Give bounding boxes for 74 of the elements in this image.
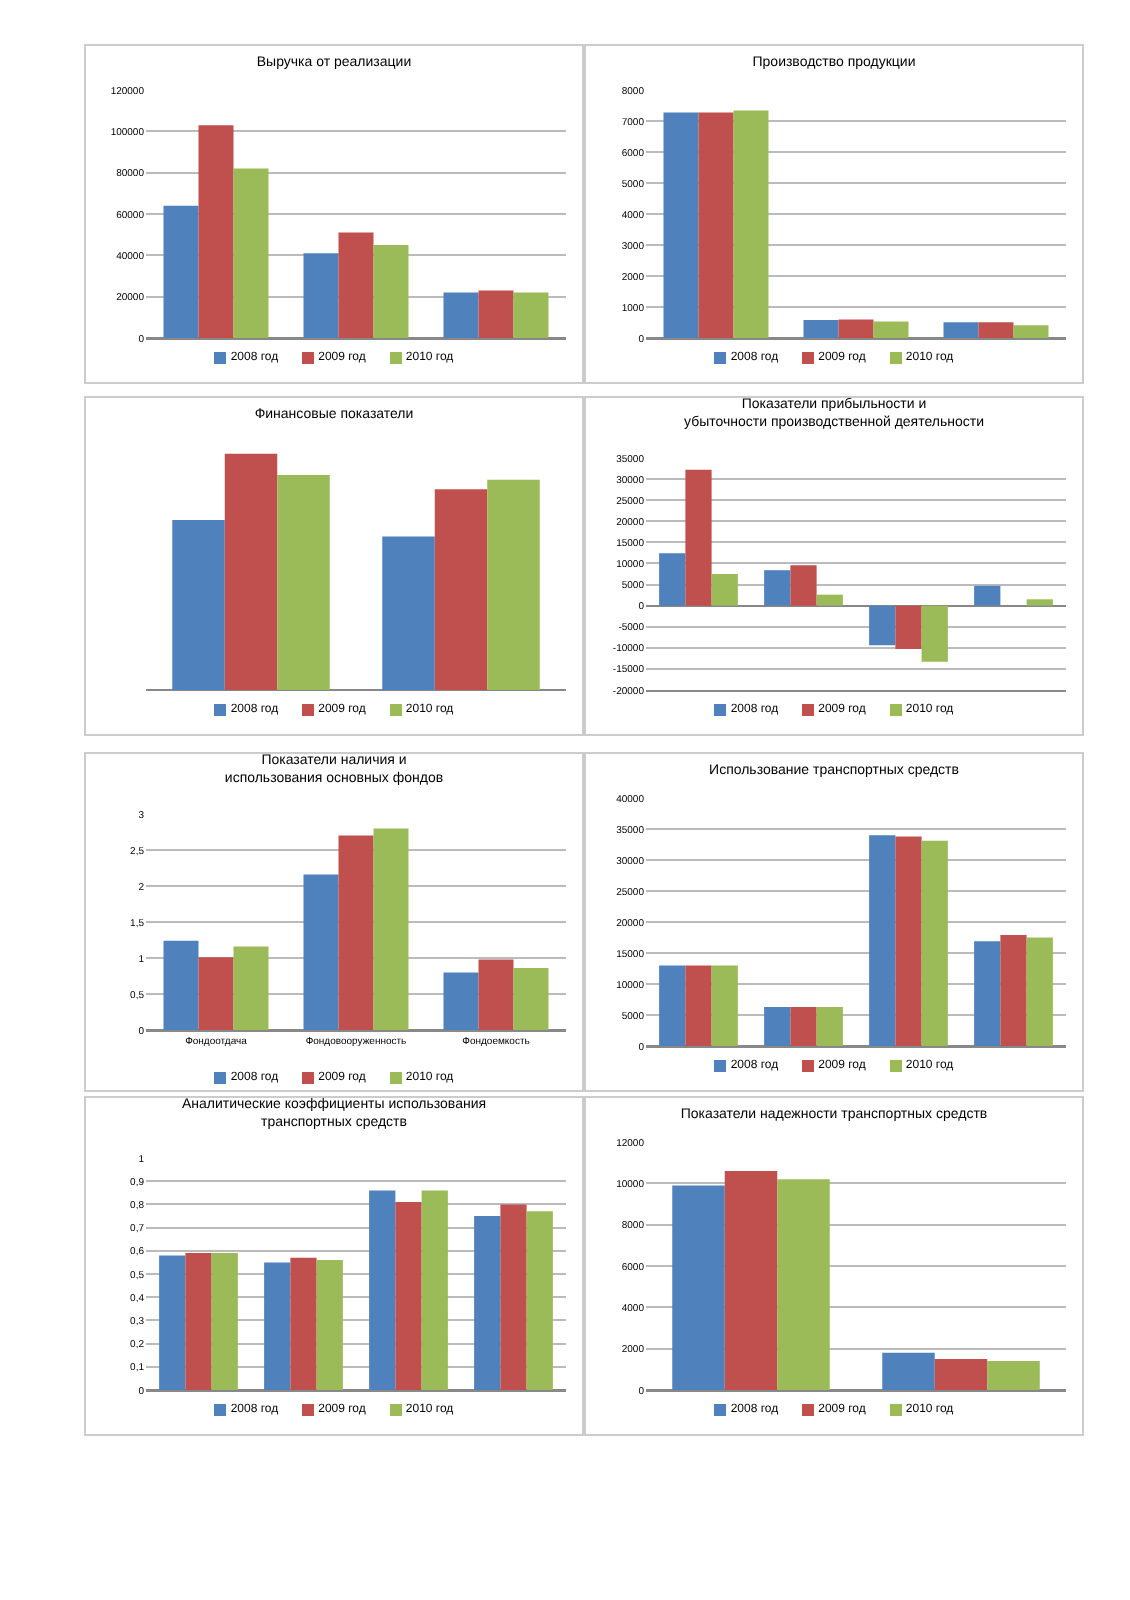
- bar: [443, 972, 479, 1030]
- bar: [764, 570, 791, 606]
- bar: [1013, 325, 1049, 338]
- bar: [895, 605, 922, 650]
- bar: [434, 489, 488, 690]
- bar: [163, 205, 199, 338]
- bar: [478, 290, 514, 338]
- bar: [934, 1359, 988, 1390]
- bar: [290, 1257, 317, 1390]
- bar: [698, 112, 734, 338]
- bar: [777, 1179, 830, 1390]
- bar: [869, 605, 896, 646]
- bar: [803, 320, 839, 338]
- bar: [816, 1006, 843, 1046]
- bar: [233, 168, 269, 338]
- bar: [303, 253, 339, 338]
- bar: [838, 319, 874, 338]
- bar: [733, 110, 769, 338]
- bar: [198, 125, 234, 338]
- bar: [672, 1185, 725, 1390]
- bar: [303, 874, 339, 1030]
- bar: [198, 957, 234, 1030]
- bar: [978, 322, 1014, 338]
- bar: [185, 1253, 212, 1390]
- bar: [711, 574, 738, 606]
- bar: [159, 1255, 186, 1390]
- bar: [974, 941, 1001, 1046]
- bar: [764, 1006, 791, 1046]
- bar: [873, 321, 909, 338]
- bar: [338, 835, 374, 1030]
- bar: [659, 553, 686, 606]
- bar: [277, 475, 330, 690]
- bar: [1000, 935, 1027, 1046]
- bar: [224, 453, 278, 690]
- bar: [663, 112, 699, 338]
- bar: [478, 959, 514, 1030]
- bar: [474, 1216, 501, 1390]
- bar: [974, 585, 1001, 606]
- bar: [711, 965, 738, 1046]
- bar: [373, 828, 409, 1030]
- bar: [790, 565, 817, 606]
- bar: [895, 836, 922, 1046]
- bar: [869, 835, 896, 1046]
- bar: [987, 1361, 1040, 1390]
- bar: [395, 1202, 422, 1390]
- bar: [1026, 599, 1053, 606]
- bar: [882, 1352, 935, 1390]
- bar: [369, 1190, 396, 1390]
- bar: [685, 965, 712, 1046]
- bar: [921, 840, 948, 1046]
- bar: [373, 245, 409, 338]
- bar: [211, 1253, 238, 1390]
- bar: [163, 940, 199, 1030]
- bar: [724, 1170, 778, 1390]
- bar: [790, 1006, 817, 1046]
- bar: [338, 232, 374, 338]
- bar: [421, 1190, 448, 1390]
- bar: [685, 469, 712, 606]
- bar: [316, 1260, 343, 1390]
- bar: [659, 965, 686, 1046]
- bar: [264, 1262, 291, 1390]
- bar: [1026, 937, 1053, 1046]
- bar: [487, 479, 540, 690]
- bar: [443, 292, 479, 338]
- bar: [943, 322, 979, 338]
- bar: [513, 968, 549, 1030]
- bar: [233, 946, 269, 1030]
- bar: [500, 1204, 527, 1390]
- bar: [513, 292, 549, 338]
- bar: [816, 594, 843, 606]
- bar: [172, 519, 225, 690]
- bar: [526, 1211, 553, 1390]
- bar: [382, 536, 435, 690]
- bar: [921, 605, 948, 662]
